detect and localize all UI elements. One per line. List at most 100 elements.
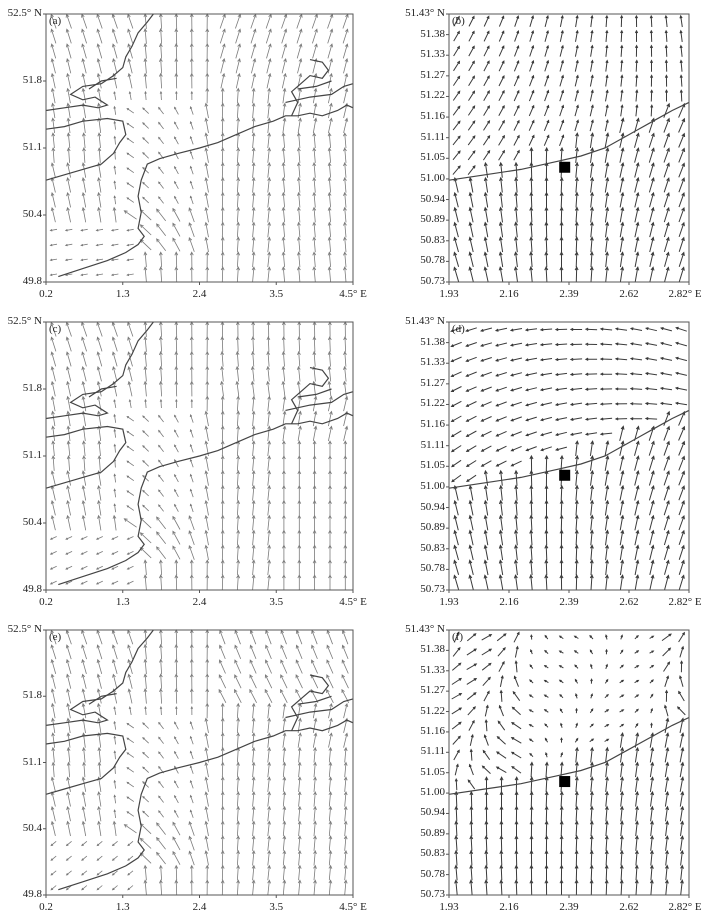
wind-arrow: [510, 721, 522, 730]
wind-arrow: [620, 761, 625, 778]
x-tick-label: 2.82° E: [668, 901, 702, 913]
x-tick-label: 1.93: [439, 901, 459, 913]
wind-arrow: [619, 849, 624, 866]
wind-arrow: [664, 675, 670, 687]
wind-arrow: [544, 849, 549, 866]
wind-arrow: [665, 820, 670, 837]
wind-arrow: [589, 864, 594, 881]
wind-arrow: [574, 664, 579, 669]
y-tick-label: 50.73: [420, 888, 445, 900]
y-tick-label: 51.38: [420, 335, 445, 348]
wind-arrow: [650, 820, 654, 837]
wind-arrow: [499, 790, 504, 807]
wind-arrow: [649, 776, 655, 792]
wind-arrow: [466, 633, 477, 642]
wind-arrow: [468, 719, 475, 731]
y-tick-label: 51.38: [420, 27, 445, 40]
y-tick-label: 51.11: [420, 438, 445, 451]
y-tick-label: 51.05: [420, 765, 445, 778]
wind-arrow: [634, 732, 640, 748]
wind-arrow: [469, 820, 474, 837]
wind-arrow: [454, 849, 459, 866]
y-tick-label: 51.27: [420, 684, 445, 697]
wind-arrow: [559, 834, 564, 851]
wind-arrow: [574, 790, 579, 807]
wind-arrow: [469, 790, 474, 807]
x-tick-label: 2.62: [619, 901, 639, 913]
x-tick-label: 2.62: [619, 596, 639, 608]
wind-arrow: [451, 677, 463, 685]
y-tick-label: 50.78: [420, 562, 445, 575]
wind-arrow: [514, 660, 518, 673]
wind-arrow: [543, 665, 549, 669]
wind-arrow: [605, 663, 608, 670]
wind-arrow: [679, 761, 685, 778]
wind-arrow: [634, 879, 639, 896]
wind-arrow: [679, 805, 685, 822]
wind-arrow: [604, 879, 609, 896]
wind-arrow: [676, 706, 686, 716]
y-tick-label: 49.8: [22, 583, 42, 595]
wind-arrow: [514, 790, 519, 807]
coastline: [448, 716, 690, 795]
wind-arrow: [635, 776, 640, 792]
wind-arrow: [634, 849, 639, 866]
y-tick-label: 49.8: [22, 275, 42, 287]
wind-arrow: [559, 879, 564, 895]
wind-arrow: [589, 776, 594, 792]
wind-arrow: [513, 631, 520, 643]
x-tick-label: 3.5: [269, 288, 284, 300]
x-tick-label: 3.5: [269, 901, 284, 913]
wind-arrow: [663, 661, 671, 672]
wind-arrow: [619, 679, 625, 684]
wind-arrow: [664, 717, 670, 733]
wind-arrow: [543, 709, 549, 713]
y-tick-label: 51.8: [22, 74, 42, 86]
wind-arrow: [482, 749, 491, 760]
x-tick-label: 2.62: [619, 288, 639, 300]
wind-arrow: [574, 879, 579, 896]
wind-arrow: [528, 738, 534, 743]
wind-arrow: [544, 790, 549, 807]
wind-arrow: [649, 664, 655, 669]
wind-arrow: [634, 679, 640, 684]
wind-arrow: [635, 790, 639, 807]
wind-arrow: [483, 690, 490, 702]
wind-arrow: [453, 749, 460, 761]
wind-arrow: [650, 707, 653, 714]
y-tick-label: 51.27: [420, 68, 445, 81]
x-tick-label: 2.16: [499, 288, 519, 300]
wind-arrow: [529, 752, 534, 758]
wind-arrow: [499, 805, 504, 822]
wind-arrow: [649, 693, 654, 699]
y-tick-label: 51.43° N: [405, 7, 445, 19]
wind-arrow: [559, 790, 564, 807]
y-tick-label: 51.1: [22, 755, 42, 768]
wind-arrow: [665, 849, 669, 866]
wind-arrow: [545, 751, 548, 758]
wind-arrow: [650, 722, 653, 728]
site-marker: [559, 776, 571, 788]
wind-arrow: [469, 834, 474, 851]
wind-arrow: [619, 879, 624, 896]
wind-arrow: [514, 805, 519, 822]
wind-arrow: [511, 765, 522, 774]
wind-arrow: [634, 635, 639, 640]
wind-arrow: [454, 820, 459, 837]
wind-arrow: [529, 879, 534, 896]
x-tick-label: 2.16: [499, 901, 519, 913]
wind-arrow: [589, 649, 594, 655]
x-tick-label: 2.16: [499, 596, 519, 608]
wind-arrow: [604, 820, 609, 837]
wind-arrow: [678, 631, 685, 643]
wind-arrow: [664, 704, 669, 717]
wind-arrow: [481, 648, 493, 656]
wind-arrow: [558, 665, 564, 669]
wind-arrow: [605, 648, 608, 655]
wind-arrow: [559, 849, 564, 866]
wind-arrow: [574, 834, 579, 851]
wind-arrow: [680, 835, 685, 851]
wind-arrow: [484, 820, 489, 837]
wind-arrow: [665, 805, 670, 822]
y-tick-label: 50.94: [420, 192, 445, 205]
